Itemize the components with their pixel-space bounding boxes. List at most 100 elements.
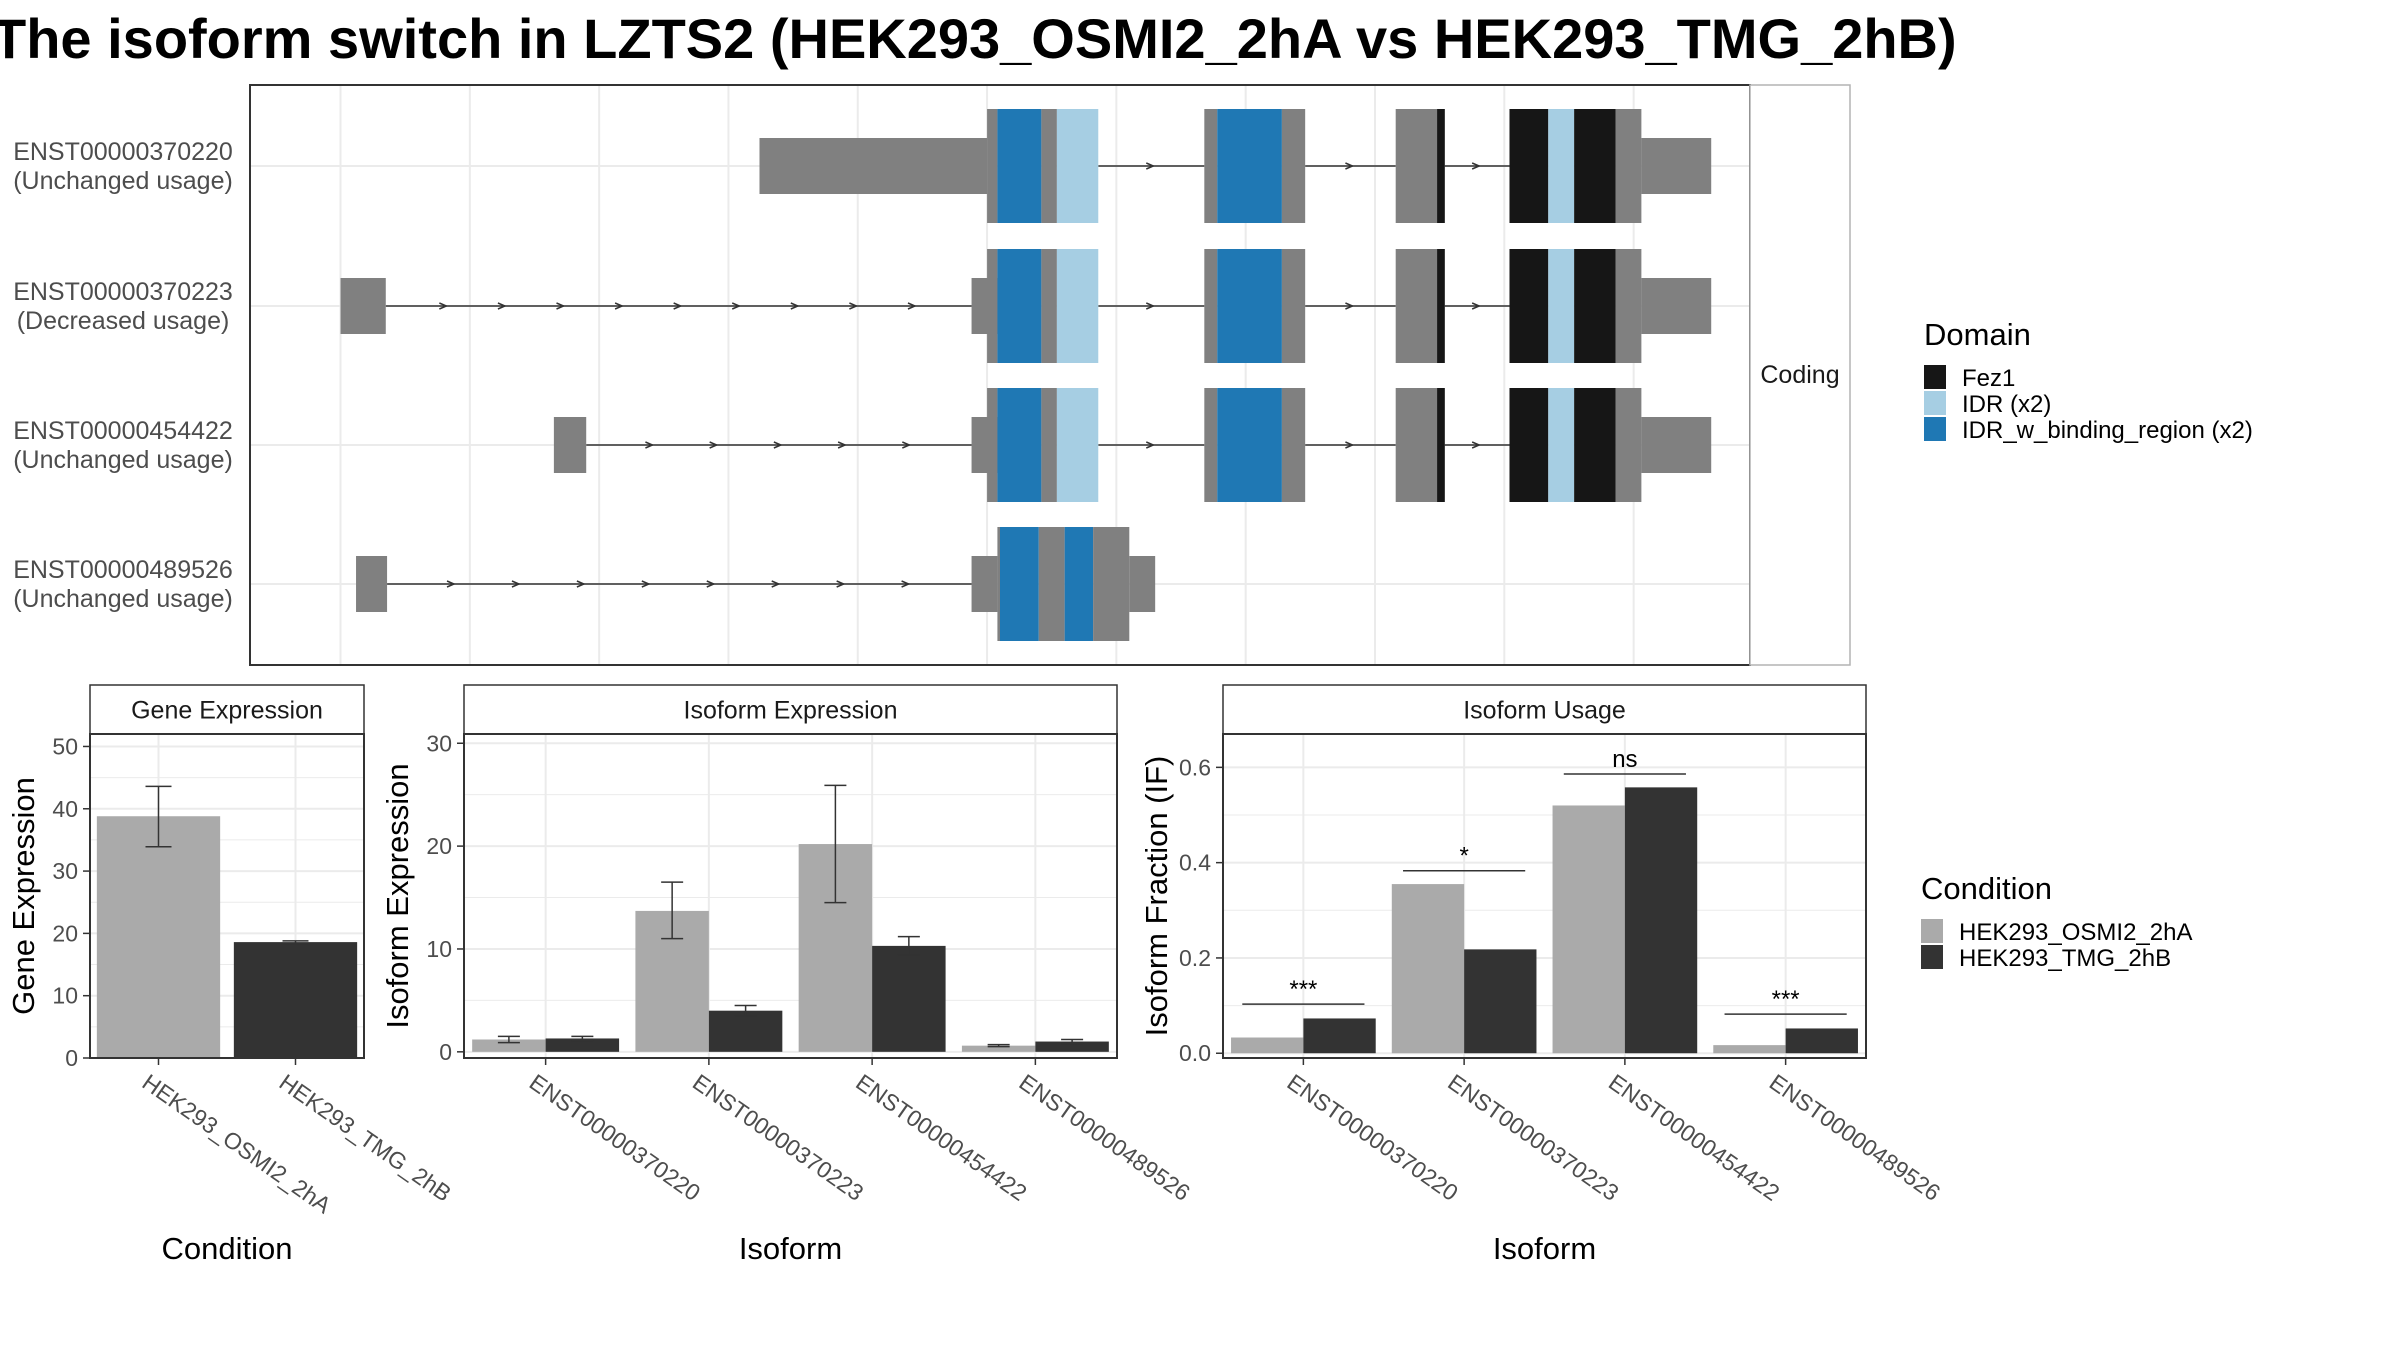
transcript-segment-fez1 [1437,249,1445,363]
transcript-segment-exon [987,109,998,223]
structure-strip-label: Coding [1760,361,1839,389]
structure-strip [1749,84,1851,666]
significance-label: *** [1289,976,1317,1003]
bar [961,1045,1036,1052]
bar [96,816,221,1058]
transcript-segment-exon [1041,249,1057,363]
x-axis-title: Condition [162,1231,293,1266]
transcript-segment-exon [1281,109,1306,223]
y-tick-label: 30 [52,858,78,884]
transcript-segment-fez1 [1509,388,1549,502]
x-axis-title: Isoform [1493,1231,1596,1266]
x-tick-label: ENST00000454422 [1604,1069,1784,1206]
panel-border [89,733,365,1059]
intron-arrow [511,580,521,588]
y-axis-title: Gene Expression [6,777,41,1015]
transcript-segment-idr_w_binding [1217,109,1282,223]
transcript-segment-exon [987,249,998,363]
intron-arrow [731,302,742,310]
intron-arrow [614,302,624,310]
transcript-segment-fez1 [1509,249,1549,363]
intron-arrow [497,302,507,310]
legend-key [1924,365,1946,389]
y-tick-label: 0.4 [1179,850,1211,876]
bar [472,1039,546,1052]
legend-label: Fez1 [1962,365,2015,392]
y-tick-label: 50 [52,733,78,759]
bar [1391,884,1465,1054]
x-tick-label: ENST00000370220 [525,1069,705,1206]
transcript-segment-fez1 [1509,109,1549,223]
bar [1231,1037,1304,1054]
transcript-segment-exon [553,417,587,473]
transcript-usage-label: (Unchanged usage) [13,167,233,195]
transcript-segment-exon [1615,388,1642,502]
transcript-segment-exon [987,388,998,502]
intron-arrow [771,580,781,588]
transcript-segment-exon [356,556,388,612]
legend-key [1921,919,1943,943]
bar [233,942,358,1058]
transcript-segment-idr [1056,388,1099,502]
y-tick-label: 30 [426,730,452,756]
transcript-segment-exon [1615,109,1642,223]
transcript-segment-idr [1056,109,1099,223]
transcript-segment-idr_w_binding [1064,527,1094,641]
intron-arrow [446,580,456,588]
intron-arrow [1345,441,1355,449]
intron-arrow [836,580,846,588]
intron-arrow [556,302,566,310]
intron-arrow [1345,162,1355,170]
y-axis-title: Isoform Expression [380,763,415,1028]
y-tick-label: 10 [52,983,78,1009]
transcript-segment-exon [1395,109,1438,223]
intron-arrow [1471,302,1482,310]
transcript-segment-exon [1129,556,1156,612]
panel-strip [89,684,365,735]
legend-title: Domain [1924,317,2031,352]
intron-arrow [901,580,911,588]
transcript-segment-exon [1204,249,1218,363]
transcript-segment-idr_w_binding [997,388,1042,502]
transcript-segment-idr [1548,388,1575,502]
transcript-segment-exon [1281,249,1306,363]
figure-title: The isoform switch in LZTS2 (HEK293_OSMI… [0,7,1957,70]
transcript-segment-exon [1093,527,1130,641]
legend-key [1924,417,1946,441]
bar [1464,949,1537,1054]
bar [1624,787,1698,1054]
y-tick-label: 40 [52,796,78,822]
transcript-segment-idr_w_binding [1000,527,1039,641]
x-tick-label: ENST00000370220 [1283,1069,1463,1206]
transcript-segment-idr [1056,249,1099,363]
transcript-segment-fez1 [1574,388,1616,502]
transcript-segment-exon [1615,249,1642,363]
transcript-usage-label: (Unchanged usage) [13,585,233,613]
transcript-segment-exon [1641,138,1712,194]
y-tick-label: 0 [439,1039,452,1065]
intron-arrow [902,441,912,449]
legend-label: IDR_w_binding_region (x2) [1962,417,2253,444]
x-tick-label: ENST00000370223 [688,1069,868,1206]
bar [1785,1028,1858,1054]
intron-arrow [439,302,449,310]
y-tick-label: 20 [426,833,452,859]
transcript-id-label: ENST00000489526 [13,556,233,584]
panel-strip-label: Isoform Usage [1463,697,1626,725]
legend-key [1924,391,1946,415]
transcript-segment-idr_w_binding [1217,388,1282,502]
bar [545,1038,620,1052]
transcript-segment-exon [1041,388,1057,502]
transcript-segment-fez1 [1437,388,1445,502]
transcript-structure-panel: ENST00000370220(Unchanged usage)ENST0000… [13,84,1851,666]
isoform-usage-panel: Isoform Usage****ns***0.00.20.40.6ENST00… [1139,684,1945,1266]
significance-label: * [1459,843,1468,870]
x-tick-label: ENST00000454422 [851,1069,1031,1206]
transcript-id-label: ENST00000370220 [13,138,233,166]
bar [1303,1018,1376,1054]
y-tick-label: 10 [426,936,452,962]
transcript-segment-idr [1548,249,1575,363]
legend-label: IDR (x2) [1962,391,2051,418]
